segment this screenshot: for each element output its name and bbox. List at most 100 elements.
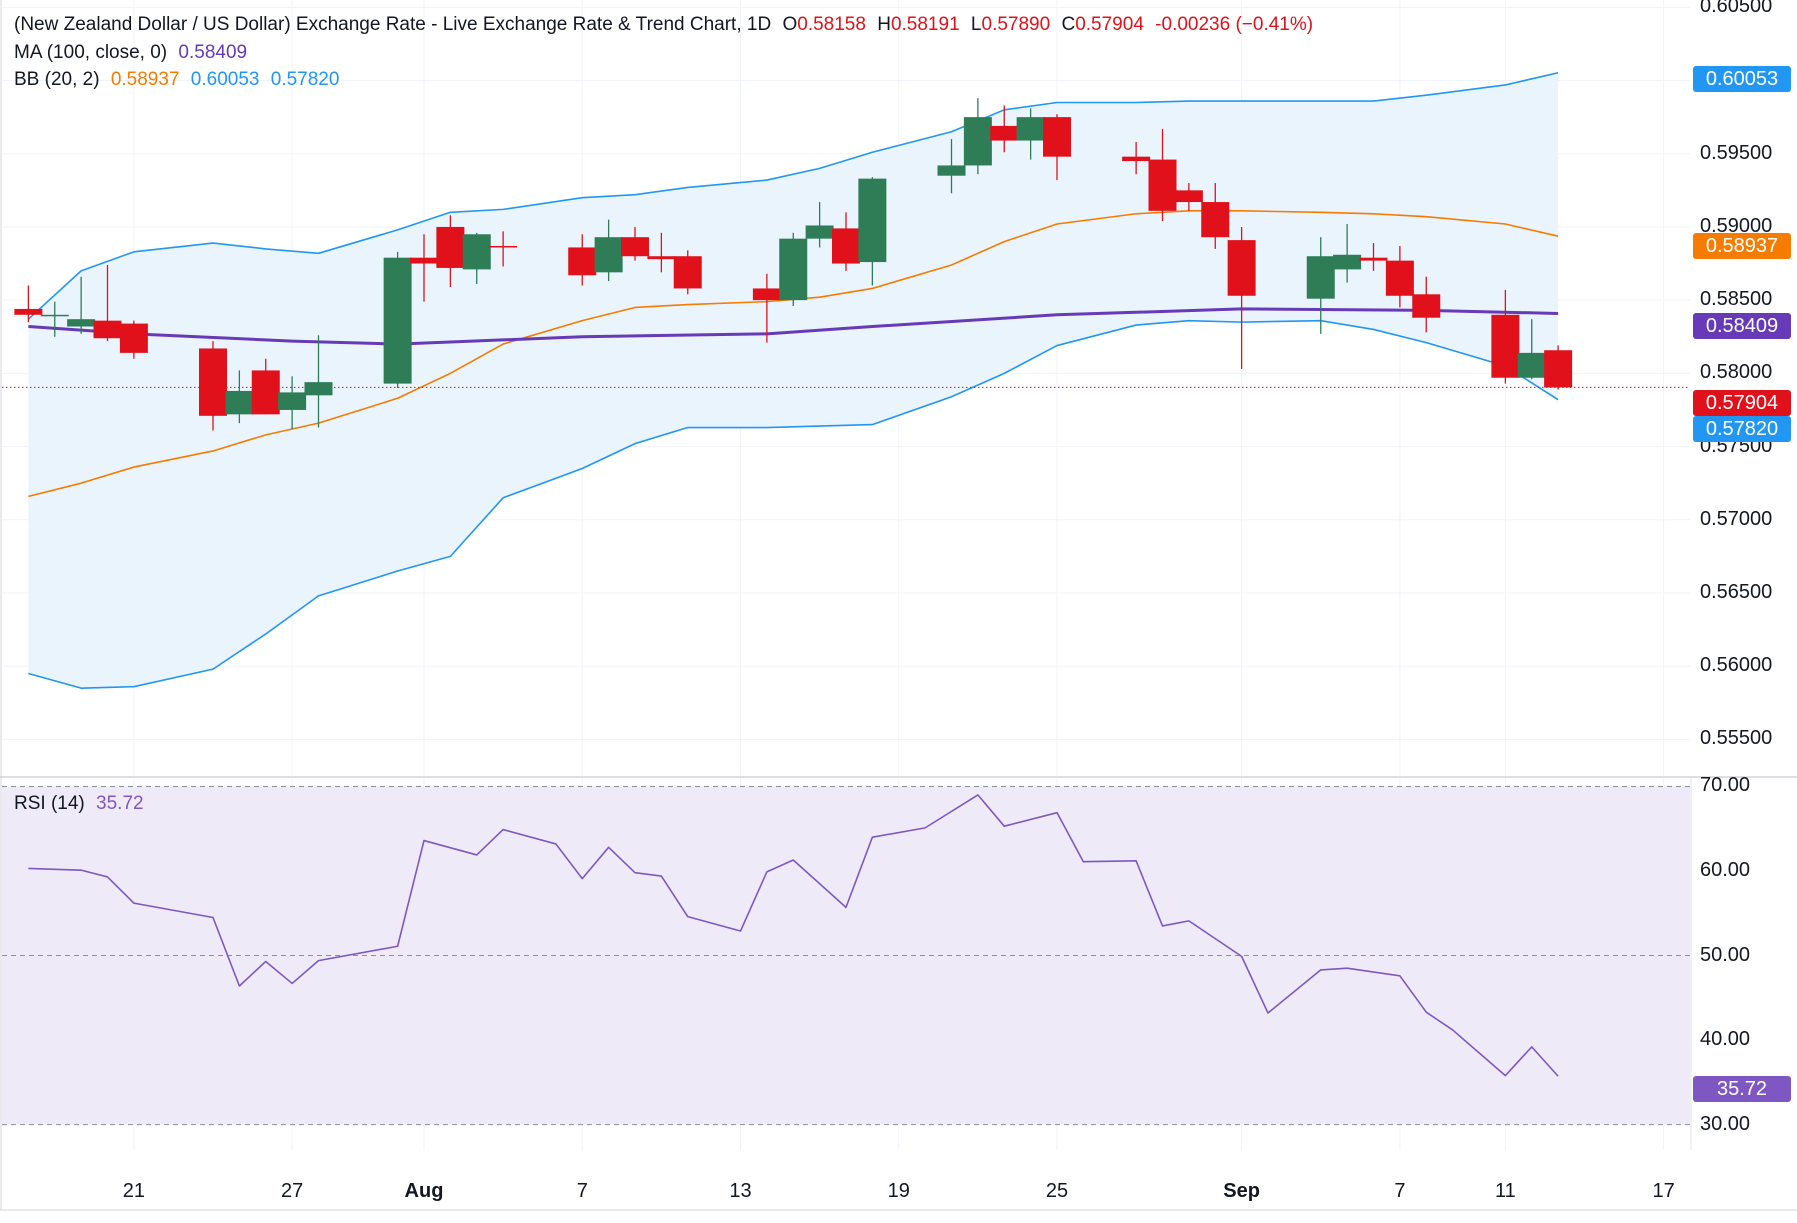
- lower-band-price-tag: 0.57820: [1693, 416, 1791, 442]
- open-value: 0.58158: [797, 14, 866, 35]
- time-tick-label: 7: [1394, 1180, 1406, 1202]
- low-value: 0.57890: [981, 14, 1051, 35]
- time-tick-label: 25: [1045, 1180, 1069, 1202]
- candle-body: [1385, 260, 1414, 296]
- candle-body: [752, 288, 781, 301]
- candle-body: [621, 237, 649, 257]
- high-label: H: [877, 14, 891, 35]
- candle-body: [1306, 256, 1335, 299]
- ma-legend-value: 0.58409: [178, 42, 248, 63]
- candle-body: [67, 319, 96, 327]
- change-value: -0.00236 (−0.41%): [1155, 14, 1314, 35]
- price-tick-label: 0.60500: [1700, 0, 1773, 18]
- time-tick-label: 11: [1494, 1180, 1516, 1202]
- ma-legend[interactable]: MA (100, close, 0) 0.58409: [14, 42, 253, 64]
- candle-body: [832, 228, 860, 264]
- candle-body: [1201, 202, 1230, 238]
- time-tick-label: 17: [1652, 1180, 1675, 1202]
- open-label: O: [782, 14, 798, 35]
- rsi-tick-label: 40.00: [1700, 1028, 1751, 1051]
- time-tick-label: Aug: [404, 1180, 444, 1202]
- upper-band-price-tag: 0.60053: [1693, 66, 1791, 92]
- rsi-legend[interactable]: RSI (14) 35.72: [14, 793, 150, 815]
- header-legend: (New Zealand Dollar / US Dollar) Exchang…: [14, 14, 1319, 36]
- candlestick-series[interactable]: [14, 98, 1573, 431]
- ma-price-tag: 0.58409: [1693, 313, 1791, 339]
- candle-body: [1043, 117, 1071, 157]
- rsi-tick-label: 50.00: [1700, 943, 1751, 966]
- candle-body: [1148, 159, 1177, 211]
- ma-legend-label: MA (100, close, 0): [14, 42, 168, 63]
- bollinger-lower-line: [28, 319, 1559, 689]
- candle-body: [489, 245, 518, 248]
- candle-body: [225, 390, 254, 415]
- rsi-pane[interactable]: [2, 785, 1690, 1126]
- candle-body: [937, 165, 966, 176]
- candle-body: [647, 256, 676, 260]
- candle-body: [40, 314, 69, 317]
- candle-body: [673, 256, 702, 289]
- candle-body: [1412, 294, 1441, 318]
- mid-band-price-tag: 0.58937: [1693, 233, 1791, 259]
- candle-body: [805, 225, 834, 239]
- candle-body: [1333, 254, 1362, 270]
- chart-title: (New Zealand Dollar / US Dollar) Exchang…: [14, 14, 772, 35]
- rsi-line: [28, 794, 1559, 1077]
- bollinger-upper-line: [27, 71, 1559, 320]
- candle-body: [251, 370, 280, 415]
- bollinger-fill-area: [28, 72, 1559, 689]
- price-tick-label: 0.57000: [1700, 507, 1773, 530]
- price-tick-label: 0.55500: [1700, 727, 1773, 750]
- price-tick-label: 0.59000: [1700, 214, 1773, 237]
- bb-legend-lower: 0.57820: [270, 69, 340, 90]
- time-tick-label: 27: [281, 1180, 304, 1202]
- price-tick-label: 0.58500: [1700, 288, 1773, 311]
- candle-body: [462, 234, 491, 270]
- candle-body: [304, 382, 333, 396]
- rsi-legend-label: RSI (14): [14, 793, 85, 814]
- rsi-tick-label: 70.00: [1700, 774, 1751, 797]
- candle-body: [858, 178, 887, 263]
- candle-body: [594, 237, 623, 273]
- candle-body: [1359, 257, 1388, 261]
- time-tick-label: 19: [887, 1180, 910, 1202]
- candle-body: [199, 348, 227, 416]
- candle-body: [1174, 190, 1203, 203]
- candle-body: [436, 226, 465, 268]
- candle-body: [779, 238, 808, 301]
- rsi-tick-label: 30.00: [1700, 1112, 1751, 1135]
- candle-body: [383, 257, 412, 384]
- rsi-legend-value: 35.72: [96, 793, 144, 814]
- candle-body: [1122, 156, 1151, 162]
- candle-body: [14, 308, 43, 315]
- candle-body: [278, 392, 307, 410]
- price-tick-label: 0.58000: [1700, 361, 1773, 384]
- candle-body: [1491, 314, 1520, 378]
- time-tick-label: Sep: [1223, 1180, 1260, 1202]
- time-tick-label: 21: [122, 1180, 145, 1202]
- high-value: 0.58191: [890, 14, 960, 35]
- candle-body: [1016, 117, 1045, 141]
- candle-body: [93, 320, 122, 339]
- rsi-tick-label: 60.00: [1700, 859, 1751, 881]
- rsi-value-tag: 35.72: [1693, 1076, 1791, 1102]
- candle-body: [1227, 240, 1256, 296]
- price-tick-label: 0.56000: [1700, 654, 1773, 677]
- candle-body: [119, 323, 148, 353]
- candle-body: [990, 125, 1019, 141]
- last-price-tag: 0.57904: [1693, 390, 1791, 416]
- time-tick-label: 13: [729, 1180, 752, 1202]
- price-tick-label: 0.56500: [1700, 580, 1773, 603]
- candle-body: [1517, 352, 1546, 378]
- bollinger-band-fill: [28, 72, 1559, 689]
- bb-legend-label: BB (20, 2): [14, 69, 100, 90]
- price-tick-label: 0.59500: [1700, 141, 1773, 164]
- bb-legend-mid: 0.58937: [110, 69, 180, 90]
- candle-body: [963, 117, 992, 166]
- low-label: L: [970, 14, 982, 35]
- close-label: C: [1061, 14, 1076, 35]
- bb-legend[interactable]: BB (20, 2) 0.58937 0.60053 0.57820: [14, 69, 345, 91]
- candle-body: [1544, 350, 1573, 388]
